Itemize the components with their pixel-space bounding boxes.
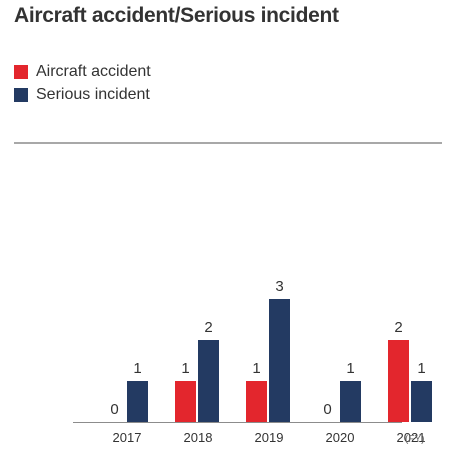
data-label-serious-incident-2018: 2 bbox=[204, 319, 212, 336]
x-axis-unit-label: (FY) bbox=[405, 434, 424, 445]
bar-serious-incident-2020 bbox=[340, 381, 361, 422]
data-label-serious-incident-2017: 1 bbox=[133, 360, 141, 377]
chart-title: Aircraft accident/Serious incident bbox=[14, 4, 339, 27]
legend: Aircraft accident Serious incident bbox=[14, 60, 151, 106]
data-label-serious-incident-2021: 1 bbox=[417, 360, 425, 377]
bar-aircraft-accident-2018 bbox=[175, 381, 196, 422]
data-label-aircraft-accident-2021: 2 bbox=[394, 319, 402, 336]
legend-item-serious-incident: Serious incident bbox=[14, 83, 151, 106]
legend-swatch-aircraft-accident bbox=[14, 64, 28, 79]
bar-serious-incident-2019 bbox=[269, 299, 290, 422]
x-tick-label-2019: 2019 bbox=[255, 430, 284, 445]
bar-serious-incident-2021 bbox=[411, 381, 432, 422]
legend-label-aircraft-accident: Aircraft accident bbox=[36, 62, 151, 80]
x-tick-label-2017: 2017 bbox=[113, 430, 142, 445]
bar-aircraft-accident-2021 bbox=[388, 340, 409, 422]
x-tick-label-2021: 2021 bbox=[397, 430, 426, 445]
data-label-aircraft-accident-2020: 0 bbox=[323, 401, 331, 418]
data-label-aircraft-accident-2019: 1 bbox=[252, 360, 260, 377]
x-tick-label-2020: 2020 bbox=[326, 430, 355, 445]
legend-swatch-serious-incident bbox=[14, 87, 28, 102]
bar-aircraft-accident-2019 bbox=[246, 381, 267, 422]
data-label-serious-incident-2020: 1 bbox=[346, 360, 354, 377]
data-label-aircraft-accident-2017: 0 bbox=[110, 401, 118, 418]
legend-item-aircraft-accident: Aircraft accident bbox=[14, 60, 151, 83]
bar-serious-incident-2018 bbox=[198, 340, 219, 422]
legend-label-serious-incident: Serious incident bbox=[36, 85, 150, 103]
data-label-serious-incident-2019: 3 bbox=[275, 278, 283, 295]
data-label-aircraft-accident-2018: 1 bbox=[181, 360, 189, 377]
bar-serious-incident-2017 bbox=[127, 381, 148, 422]
x-tick-label-2018: 2018 bbox=[184, 430, 213, 445]
divider-line bbox=[14, 142, 442, 144]
